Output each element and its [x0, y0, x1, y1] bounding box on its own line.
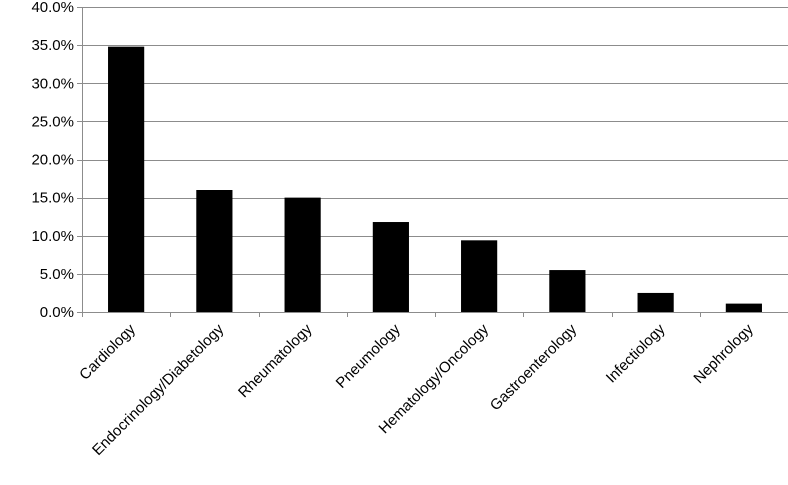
y-tick-label: 10.0%	[31, 228, 74, 245]
bar	[637, 292, 674, 312]
y-tick-label: 25.0%	[31, 113, 74, 130]
bar	[372, 222, 409, 312]
x-category-label: Cardiology	[76, 320, 139, 383]
bar	[284, 197, 321, 312]
bar	[549, 270, 586, 312]
x-category-label: Pneumology	[333, 320, 404, 391]
y-tick-label: 35.0%	[31, 37, 74, 54]
x-category-label: Rheumatology	[235, 320, 316, 401]
y-tick-label: 20.0%	[31, 152, 74, 169]
y-tick-label: 5.0%	[40, 266, 74, 283]
y-tick-label: 30.0%	[31, 75, 74, 92]
y-tick-label: 15.0%	[31, 190, 74, 207]
x-category-label: Nephrology	[690, 320, 757, 387]
bar	[196, 190, 233, 312]
x-category-label: Gastroenterology	[487, 320, 581, 414]
y-tick-labels: 0.0% 5.0% 10.0% 15.0% 20.0% 25.0% 30.0% 35.0% 40…	[31, 0, 74, 321]
axes	[77, 7, 788, 317]
x-category-label: Infectiology	[603, 320, 669, 386]
bar	[725, 303, 762, 312]
bars	[108, 46, 762, 313]
y-tick-label: 40.0%	[31, 0, 74, 16]
gridlines	[82, 7, 788, 275]
bar	[108, 46, 145, 313]
bar	[461, 240, 498, 312]
y-tick-label: 0.0%	[40, 304, 74, 321]
